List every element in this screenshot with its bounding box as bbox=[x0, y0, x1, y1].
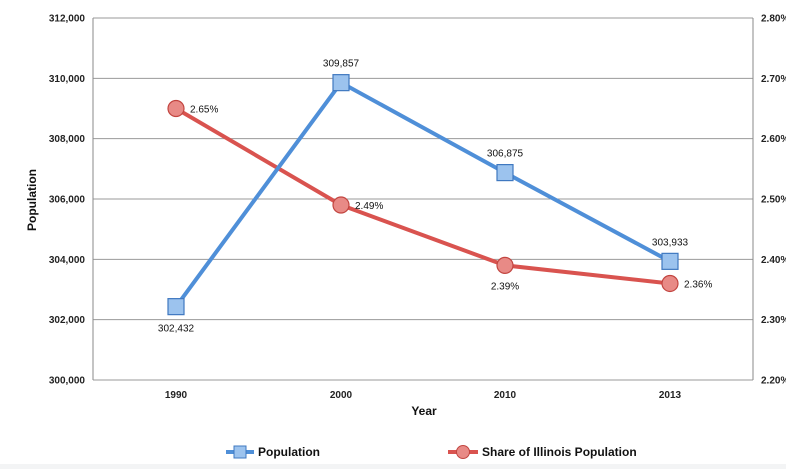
data-label-share: 2.49% bbox=[355, 201, 383, 212]
y2-tick-label: 2.40% bbox=[761, 255, 786, 266]
x-tick-label: 1990 bbox=[165, 390, 188, 401]
y2-tick-label: 2.80% bbox=[761, 14, 786, 25]
data-label-share: 2.36% bbox=[684, 279, 712, 290]
data-label-population: 309,857 bbox=[323, 59, 360, 70]
legend-item-population: Population bbox=[226, 445, 320, 459]
y-tick-label: 302,000 bbox=[49, 315, 86, 326]
legend-label-population: Population bbox=[258, 445, 320, 459]
series bbox=[167, 74, 679, 316]
legend-item-share: Share of Illinois Population bbox=[448, 445, 637, 459]
line-population bbox=[174, 80, 671, 308]
y-tick-label: 308,000 bbox=[49, 134, 86, 145]
point-share bbox=[167, 99, 185, 118]
y-tick-label: 300,000 bbox=[49, 376, 86, 387]
axes: 300,000 2.20% 302,000 2.30% 304,000 2.40% 306,… bbox=[49, 14, 786, 402]
data-labels: 302,432 309,857 306,875 303,933 2.65% 2.49% 2.… bbox=[158, 59, 713, 335]
y-axis-title: Population bbox=[25, 169, 39, 231]
point-share bbox=[332, 196, 350, 214]
gridlines bbox=[93, 17, 753, 381]
y-tick-label: 304,000 bbox=[49, 255, 86, 266]
data-label-population: 302,432 bbox=[158, 324, 195, 335]
x-axis-title: Year bbox=[411, 404, 437, 418]
y-tick-label: 312,000 bbox=[49, 14, 86, 25]
legend-label-share: Share of Illinois Population bbox=[482, 445, 637, 459]
line-share bbox=[174, 106, 671, 286]
x-tick-label: 2010 bbox=[494, 390, 517, 401]
data-label-share: 2.65% bbox=[190, 105, 218, 116]
point-population bbox=[661, 252, 679, 270]
point-population bbox=[496, 164, 514, 182]
y-tick-label: 306,000 bbox=[49, 195, 86, 206]
x-tick-label: 2013 bbox=[659, 390, 682, 401]
point-population bbox=[332, 74, 350, 92]
y2-tick-label: 2.20% bbox=[761, 376, 786, 387]
legend: Population Share of Illinois Population bbox=[226, 445, 637, 459]
y2-tick-label: 2.50% bbox=[761, 195, 786, 206]
point-share bbox=[661, 274, 679, 293]
y-tick-label: 310,000 bbox=[49, 74, 86, 85]
data-label-population: 303,933 bbox=[652, 237, 689, 248]
x-tick-label: 2000 bbox=[330, 390, 353, 401]
legend-marker-share bbox=[456, 445, 470, 459]
legend-marker-population bbox=[233, 445, 247, 459]
point-population bbox=[167, 298, 185, 316]
y2-tick-label: 2.70% bbox=[761, 74, 786, 85]
point-share bbox=[496, 256, 514, 274]
data-label-share: 2.39% bbox=[491, 281, 519, 292]
y2-tick-label: 2.60% bbox=[761, 134, 786, 145]
y2-tick-label: 2.30% bbox=[761, 315, 786, 326]
data-label-population: 306,875 bbox=[487, 149, 524, 160]
